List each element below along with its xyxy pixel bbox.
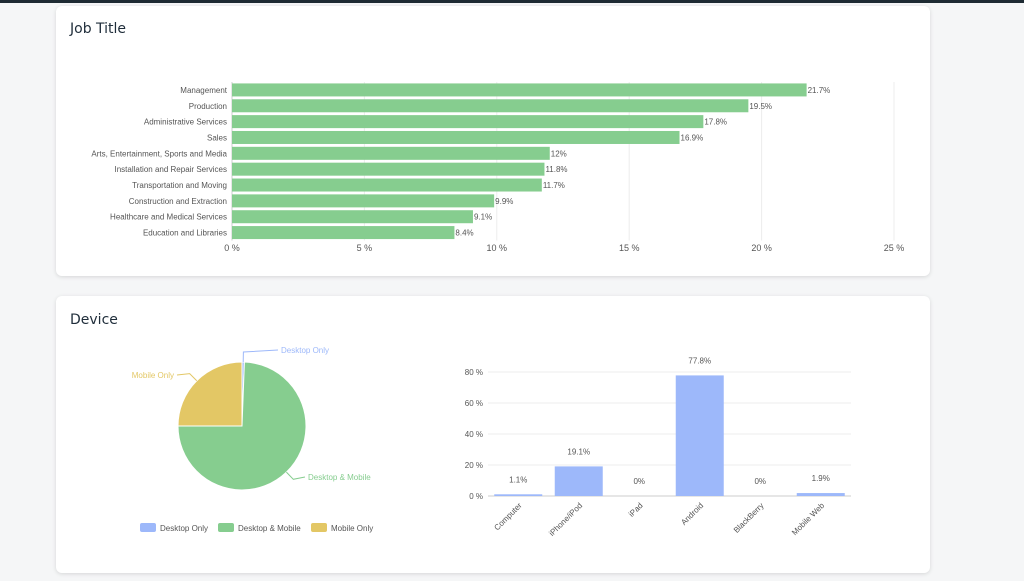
pie-label-leader — [176, 373, 198, 382]
bar-value-label: 11.7% — [543, 181, 565, 190]
bar-value-label: 19.1% — [567, 447, 590, 456]
category-label: Education and Libraries — [143, 229, 227, 238]
x-tick-label: 0 % — [224, 243, 240, 253]
y-tick-label: 60 % — [465, 399, 483, 408]
bar-value-label: 0% — [633, 477, 645, 486]
bar — [232, 146, 550, 160]
category-label: iPad — [627, 501, 645, 519]
legend-swatch — [140, 523, 156, 532]
category-label: Healthcare and Medical Services — [110, 213, 227, 222]
x-tick-label: 15 % — [619, 243, 640, 253]
category-label: Installation and Repair Services — [114, 165, 227, 174]
bar — [232, 83, 807, 97]
category-label: Transportation and Moving — [132, 181, 227, 190]
bar-value-label: 9.9% — [495, 197, 513, 206]
category-label: iPhone/iPod — [547, 501, 584, 538]
category-label: Administrative Services — [144, 118, 227, 127]
top-bar — [0, 0, 1024, 3]
bar-value-label: 12% — [551, 149, 567, 158]
category-label: Arts, Entertainment, Sports and Media — [91, 149, 227, 158]
x-tick-label: 20 % — [751, 243, 772, 253]
bar — [232, 99, 749, 113]
device-heading: Device — [70, 312, 118, 328]
legend-label: Desktop & Mobile — [238, 524, 301, 533]
category-label: Construction and Extraction — [129, 197, 227, 206]
pie-slice-label: Desktop Only — [281, 346, 329, 355]
pie-label-leader — [286, 471, 306, 480]
bar-value-label: 19.5% — [749, 102, 772, 111]
pie-label-leader — [242, 349, 279, 363]
bar — [232, 130, 680, 144]
legend-label: Desktop Only — [160, 524, 208, 533]
category-label: BlackBerry — [732, 501, 766, 535]
legend-swatch — [311, 523, 327, 532]
bar-value-label: 21.7% — [808, 86, 831, 95]
bar — [554, 466, 603, 496]
legend-swatch — [218, 523, 234, 532]
bar-value-label: 11.8% — [545, 165, 567, 174]
bar-value-label: 17.8% — [704, 118, 727, 127]
bar-value-label: 8.4% — [455, 229, 473, 238]
x-tick-label: 25 % — [884, 243, 905, 253]
x-tick-label: 10 % — [487, 243, 508, 253]
category-label: Computer — [492, 501, 523, 532]
legend-label: Mobile Only — [331, 524, 373, 533]
pie-slice-label: Mobile Only — [132, 371, 174, 380]
pie-slice — [177, 361, 243, 427]
pie-slice-label: Desktop & Mobile — [308, 473, 371, 482]
bar — [232, 194, 495, 208]
bar — [796, 493, 845, 496]
bar — [232, 178, 542, 192]
y-tick-label: 80 % — [465, 368, 483, 377]
bar — [232, 210, 473, 224]
category-label: Android — [679, 501, 705, 527]
bar — [232, 162, 545, 176]
bar — [232, 115, 704, 129]
y-tick-label: 0 % — [469, 492, 483, 501]
bar-value-label: 1.9% — [812, 474, 830, 483]
category-label: Production — [189, 102, 227, 111]
bar — [232, 226, 455, 240]
category-label: Mobile Web — [790, 501, 827, 538]
category-label: Sales — [207, 133, 227, 142]
category-label: Management — [180, 86, 227, 95]
y-tick-label: 20 % — [465, 461, 483, 470]
job-title-heading: Job Title — [70, 21, 127, 37]
bar — [494, 494, 543, 496]
bar-value-label: 16.9% — [681, 133, 704, 142]
y-tick-label: 40 % — [465, 430, 483, 439]
bar-value-label: 77.8% — [688, 356, 711, 365]
bar-value-label: 0% — [754, 477, 766, 486]
bar-value-label: 9.1% — [474, 213, 492, 222]
bar — [675, 375, 724, 496]
bar-value-label: 1.1% — [509, 475, 527, 484]
x-tick-label: 5 % — [357, 243, 373, 253]
